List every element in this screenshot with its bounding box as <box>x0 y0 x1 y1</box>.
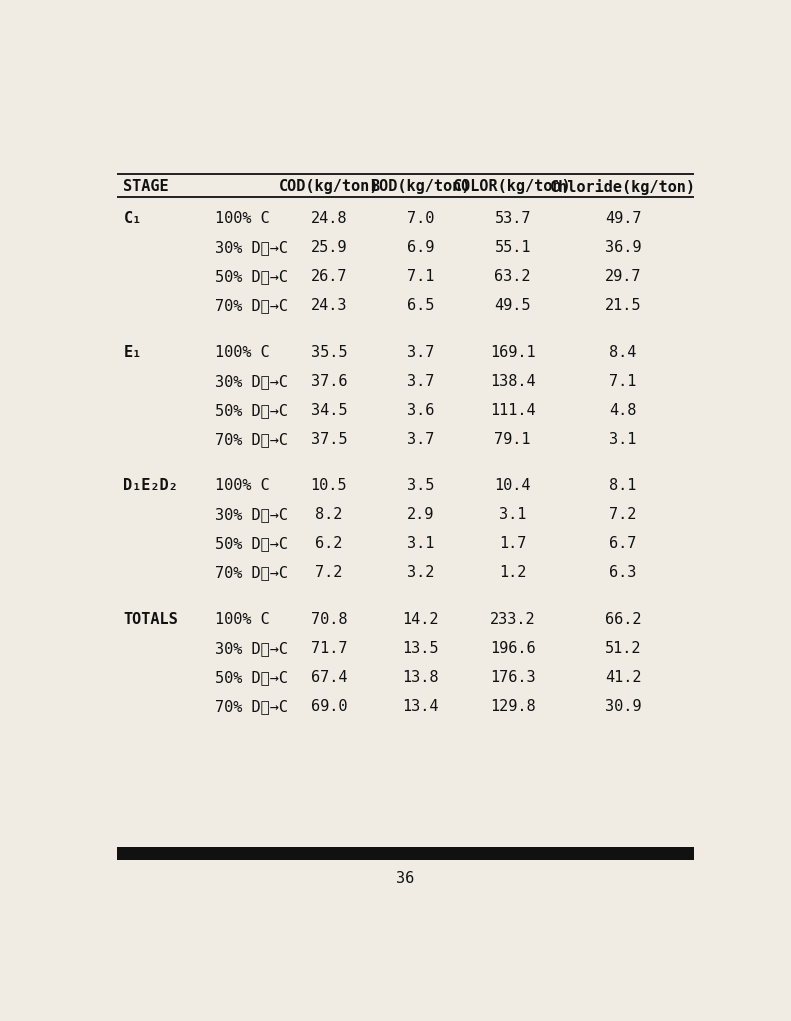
Text: 3.7: 3.7 <box>407 432 434 447</box>
Text: 7.0: 7.0 <box>407 211 434 226</box>
Text: 8.4: 8.4 <box>609 344 637 359</box>
Text: 37.5: 37.5 <box>311 432 347 447</box>
Text: 63.2: 63.2 <box>494 270 531 284</box>
Text: 3.2: 3.2 <box>407 566 434 581</box>
Text: 13.4: 13.4 <box>403 699 439 714</box>
Text: 129.8: 129.8 <box>490 699 536 714</box>
Text: 6.2: 6.2 <box>315 536 343 551</box>
Text: 3.5: 3.5 <box>407 478 434 493</box>
Text: COLOR(kg/ton): COLOR(kg/ton) <box>453 180 572 194</box>
Text: COD(kg/ton): COD(kg/ton) <box>278 180 379 194</box>
Text: 2.9: 2.9 <box>407 507 434 523</box>
Text: 24.3: 24.3 <box>311 298 347 313</box>
Text: 29.7: 29.7 <box>605 270 642 284</box>
Text: 30.9: 30.9 <box>605 699 642 714</box>
Bar <box>117 846 694 860</box>
Text: 30% Dᴄ→C: 30% Dᴄ→C <box>215 240 289 255</box>
Text: 7.2: 7.2 <box>609 507 637 523</box>
Text: 51.2: 51.2 <box>605 641 642 655</box>
Text: 70% Dᴄ→C: 70% Dᴄ→C <box>215 566 289 581</box>
Text: 111.4: 111.4 <box>490 402 536 418</box>
Text: 3.1: 3.1 <box>407 536 434 551</box>
Text: 50% Dᴄ→C: 50% Dᴄ→C <box>215 402 289 418</box>
Text: 70% Dᴄ→C: 70% Dᴄ→C <box>215 699 289 714</box>
Text: 26.7: 26.7 <box>311 270 347 284</box>
Text: 13.8: 13.8 <box>403 670 439 685</box>
Text: 196.6: 196.6 <box>490 641 536 655</box>
Text: 8.2: 8.2 <box>315 507 343 523</box>
Text: 55.1: 55.1 <box>494 240 531 255</box>
Text: 7.1: 7.1 <box>609 374 637 389</box>
Text: 6.5: 6.5 <box>407 298 434 313</box>
Text: 176.3: 176.3 <box>490 670 536 685</box>
Text: 3.7: 3.7 <box>407 374 434 389</box>
Text: 8.1: 8.1 <box>609 478 637 493</box>
Text: 34.5: 34.5 <box>311 402 347 418</box>
Text: C₁: C₁ <box>123 211 142 226</box>
Text: 3.1: 3.1 <box>499 507 526 523</box>
Text: 7.1: 7.1 <box>407 270 434 284</box>
Text: 14.2: 14.2 <box>403 612 439 627</box>
Text: 24.8: 24.8 <box>311 211 347 226</box>
Text: 1.2: 1.2 <box>499 566 526 581</box>
Text: Chloride(kg/ton): Chloride(kg/ton) <box>550 179 696 195</box>
Text: E₁: E₁ <box>123 344 142 359</box>
Text: 69.0: 69.0 <box>311 699 347 714</box>
Text: 100% C: 100% C <box>215 612 270 627</box>
Text: 50% Dᴄ→C: 50% Dᴄ→C <box>215 670 289 685</box>
Text: 36.9: 36.9 <box>605 240 642 255</box>
Text: 71.7: 71.7 <box>311 641 347 655</box>
Text: 49.5: 49.5 <box>494 298 531 313</box>
Text: 37.6: 37.6 <box>311 374 347 389</box>
Text: 49.7: 49.7 <box>605 211 642 226</box>
Text: D₁E₂D₂: D₁E₂D₂ <box>123 478 178 493</box>
Text: 35.5: 35.5 <box>311 344 347 359</box>
Text: 3.7: 3.7 <box>407 344 434 359</box>
Text: 1.7: 1.7 <box>499 536 526 551</box>
Text: 30% Dᴄ→C: 30% Dᴄ→C <box>215 641 289 655</box>
Text: 70.8: 70.8 <box>311 612 347 627</box>
Text: 233.2: 233.2 <box>490 612 536 627</box>
Text: 25.9: 25.9 <box>311 240 347 255</box>
Text: 10.4: 10.4 <box>494 478 531 493</box>
Text: TOTALS: TOTALS <box>123 612 178 627</box>
Text: 79.1: 79.1 <box>494 432 531 447</box>
Text: 4.8: 4.8 <box>609 402 637 418</box>
Text: 3.1: 3.1 <box>609 432 637 447</box>
Text: 6.3: 6.3 <box>609 566 637 581</box>
Text: 30% Dᴄ→C: 30% Dᴄ→C <box>215 374 289 389</box>
Text: STAGE: STAGE <box>123 180 169 194</box>
Text: 50% Dᴄ→C: 50% Dᴄ→C <box>215 270 289 284</box>
Text: 36: 36 <box>396 871 414 886</box>
Text: 66.2: 66.2 <box>605 612 642 627</box>
Text: 41.2: 41.2 <box>605 670 642 685</box>
Text: 6.9: 6.9 <box>407 240 434 255</box>
Text: 10.5: 10.5 <box>311 478 347 493</box>
Text: 70% Dᴄ→C: 70% Dᴄ→C <box>215 298 289 313</box>
Text: 30% Dᴄ→C: 30% Dᴄ→C <box>215 507 289 523</box>
Text: 50% Dᴄ→C: 50% Dᴄ→C <box>215 536 289 551</box>
Text: 100% C: 100% C <box>215 344 270 359</box>
Text: 7.2: 7.2 <box>315 566 343 581</box>
Text: 53.7: 53.7 <box>494 211 531 226</box>
Text: 21.5: 21.5 <box>605 298 642 313</box>
Text: 169.1: 169.1 <box>490 344 536 359</box>
Text: BOD(kg/ton): BOD(kg/ton) <box>370 180 471 194</box>
Text: 6.7: 6.7 <box>609 536 637 551</box>
Text: 100% C: 100% C <box>215 211 270 226</box>
Text: 13.5: 13.5 <box>403 641 439 655</box>
Text: 100% C: 100% C <box>215 478 270 493</box>
Text: 70% Dᴄ→C: 70% Dᴄ→C <box>215 432 289 447</box>
Text: 3.6: 3.6 <box>407 402 434 418</box>
Text: 138.4: 138.4 <box>490 374 536 389</box>
Text: 67.4: 67.4 <box>311 670 347 685</box>
